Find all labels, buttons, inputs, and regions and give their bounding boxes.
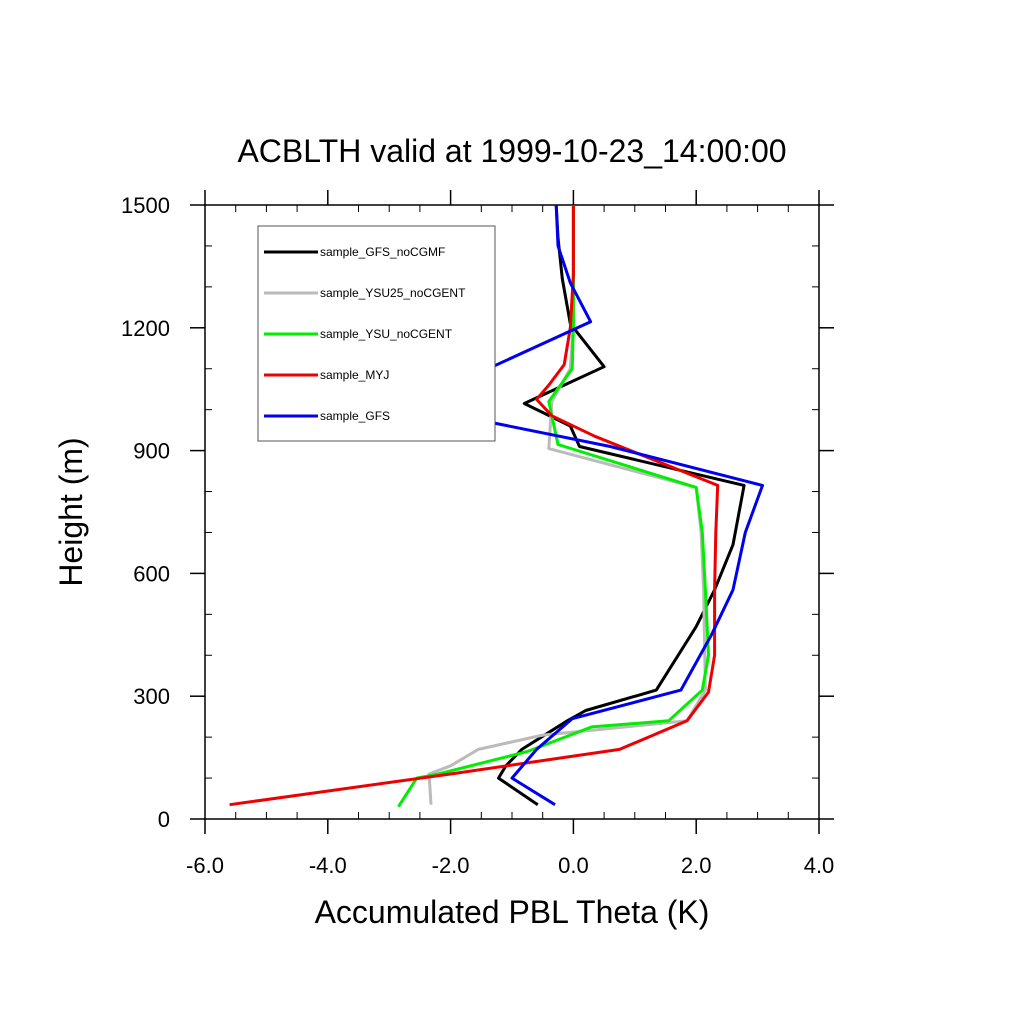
series-line-sample_YSU_noCGENT xyxy=(397,205,710,808)
series-line-sample_MYJ xyxy=(229,205,720,807)
y-axis-title: Height (m) xyxy=(53,437,89,586)
series-layer xyxy=(229,204,764,808)
chart-title: ACBLTH valid at 1999-10-23_14:00:00 xyxy=(237,133,786,169)
x-axis-title: Accumulated PBL Theta (K) xyxy=(315,894,710,930)
legend-label: sample_GFS_noCGMF xyxy=(320,245,445,259)
legend-label: sample_YSU25_noCGENT xyxy=(320,286,466,300)
x-tick-label: 2.0 xyxy=(681,853,712,878)
legend-label: sample_MYJ xyxy=(320,368,389,382)
tick-layer xyxy=(190,190,834,834)
y-tick-label: 300 xyxy=(133,684,170,709)
legend-label: sample_YSU_noCGENT xyxy=(320,327,453,341)
x-tick-label: -4.0 xyxy=(309,853,347,878)
x-tick-labels: -6.0 -4.0 -2.0 0.0 2.0 4.0 xyxy=(186,853,834,878)
x-tick-label: -6.0 xyxy=(186,853,224,878)
y-tick-label: 600 xyxy=(133,561,170,586)
plot-area xyxy=(190,190,834,834)
legend: sample_GFS_noCGMF sample_YSU25_noCGENTsam… xyxy=(257,225,496,442)
y-tick-label: 900 xyxy=(133,439,170,464)
legend-items: sample_GFS_noCGMF sample_YSU25_noCGENTsam… xyxy=(264,245,466,423)
x-tick-label: -2.0 xyxy=(432,853,470,878)
y-tick-label: 0 xyxy=(158,807,170,832)
x-tick-label: 0.0 xyxy=(558,853,589,878)
legend-label: sample_GFS xyxy=(320,409,390,423)
y-tick-label: 1200 xyxy=(121,316,170,341)
series-line-sample_GFS xyxy=(406,204,764,806)
series-line-sample_GFS_noCGMF xyxy=(497,204,746,806)
y-tick-labels: 0 300 600 900 1200 1500 xyxy=(121,193,170,832)
x-tick-label: 4.0 xyxy=(804,853,835,878)
y-tick-label: 1500 xyxy=(121,193,170,218)
